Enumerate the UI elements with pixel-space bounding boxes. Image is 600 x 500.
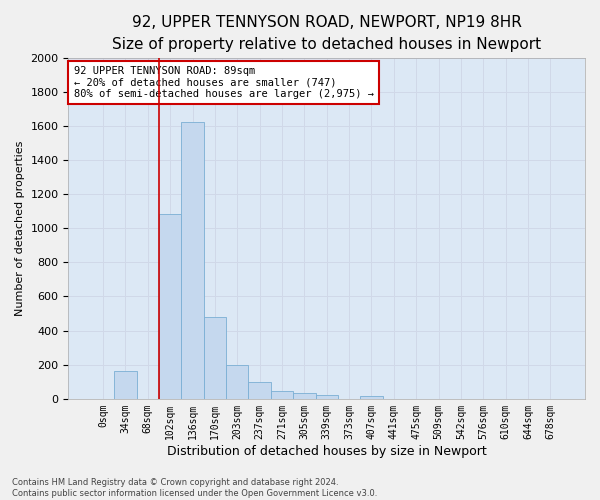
X-axis label: Distribution of detached houses by size in Newport: Distribution of detached houses by size … bbox=[167, 444, 487, 458]
Bar bbox=[159, 214, 181, 399]
Bar bbox=[360, 396, 383, 399]
Bar bbox=[316, 395, 338, 399]
Text: 92 UPPER TENNYSON ROAD: 89sqm
← 20% of detached houses are smaller (747)
80% of : 92 UPPER TENNYSON ROAD: 89sqm ← 20% of d… bbox=[74, 66, 374, 100]
Bar bbox=[248, 382, 271, 399]
Title: 92, UPPER TENNYSON ROAD, NEWPORT, NP19 8HR
Size of property relative to detached: 92, UPPER TENNYSON ROAD, NEWPORT, NP19 8… bbox=[112, 15, 541, 52]
Bar bbox=[204, 317, 226, 399]
Bar bbox=[271, 391, 293, 399]
Bar bbox=[114, 370, 137, 399]
Bar bbox=[181, 122, 204, 399]
Y-axis label: Number of detached properties: Number of detached properties bbox=[15, 140, 25, 316]
Text: Contains HM Land Registry data © Crown copyright and database right 2024.
Contai: Contains HM Land Registry data © Crown c… bbox=[12, 478, 377, 498]
Bar bbox=[226, 364, 248, 399]
Bar bbox=[293, 393, 316, 399]
